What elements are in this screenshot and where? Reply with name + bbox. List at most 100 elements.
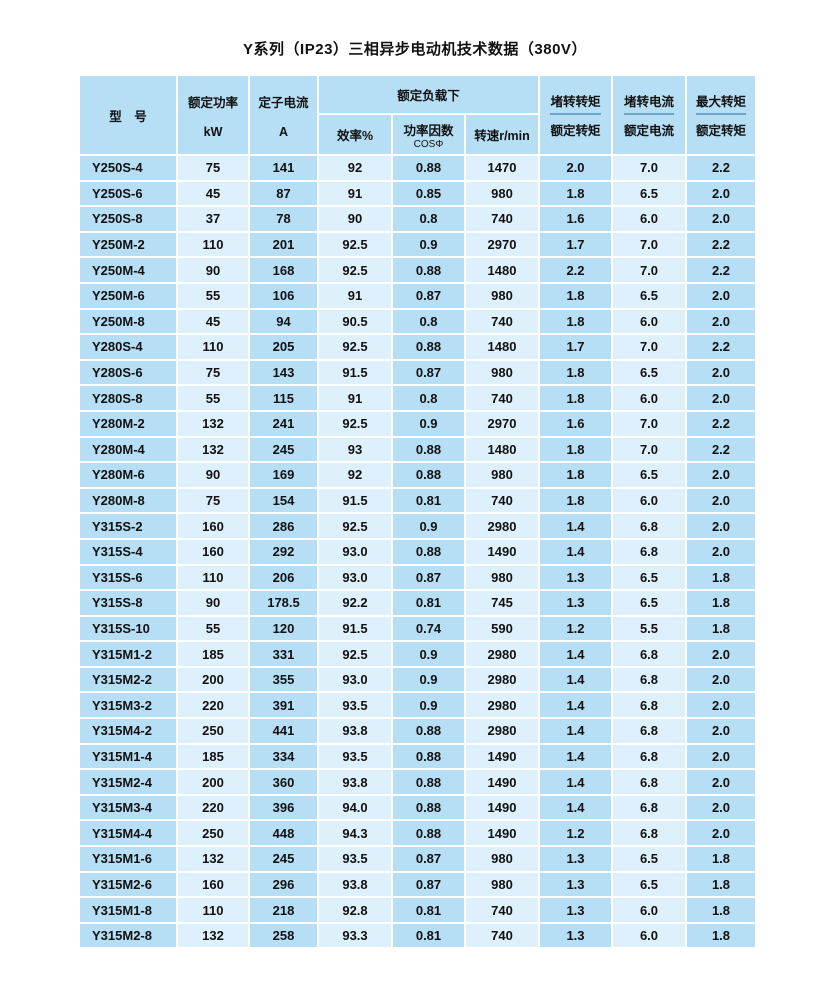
header-power-factor: 功率因数 COSΦ xyxy=(393,115,464,154)
cell-power-factor: 0.8 xyxy=(393,309,464,334)
cell-speed: 980 xyxy=(466,360,538,385)
cell-speed: 1490 xyxy=(466,539,538,564)
cell-locked-current-ratio: 5.5 xyxy=(613,616,685,641)
cell-max-torque-ratio: 2.0 xyxy=(687,642,755,666)
cell-efficiency: 93.0 xyxy=(319,667,391,692)
cell-locked-current-ratio: 6.0 xyxy=(613,488,685,513)
table-row: Y280S-6 75 143 91.5 0.87 980 1.8 6.5 2.0 xyxy=(80,360,755,385)
cell-model: Y250M-8 xyxy=(80,309,176,334)
cell-model: Y280M-4 xyxy=(80,437,176,462)
cell-power: 200 xyxy=(178,667,248,692)
cell-current: 355 xyxy=(250,667,317,692)
table-row: Y315M2-8 132 258 93.3 0.81 740 1.3 6.0 1.8 xyxy=(80,923,755,948)
cell-locked-torque-ratio: 1.4 xyxy=(540,719,611,743)
cell-speed: 740 xyxy=(466,207,538,231)
cell-current: 94 xyxy=(250,309,317,334)
cell-current: 106 xyxy=(250,283,317,308)
cell-speed: 1480 xyxy=(466,258,538,282)
table-row: Y315M2-2 200 355 93.0 0.9 2980 1.4 6.8 2.0 xyxy=(80,667,755,692)
cell-locked-torque-ratio: 1.4 xyxy=(540,539,611,564)
cell-speed: 980 xyxy=(466,463,538,487)
cell-model: Y315M1-6 xyxy=(80,847,176,871)
header-model: 型 号 xyxy=(80,76,176,154)
cell-power-factor: 0.88 xyxy=(393,463,464,487)
cell-efficiency: 91 xyxy=(319,181,391,206)
cell-power-factor: 0.88 xyxy=(393,335,464,359)
cell-efficiency: 92.5 xyxy=(319,514,391,538)
cell-current: 391 xyxy=(250,693,317,718)
cell-speed: 1480 xyxy=(466,437,538,462)
cell-max-torque-ratio: 2.0 xyxy=(687,539,755,564)
table-row: Y315M2-6 160 296 93.8 0.87 980 1.3 6.5 1.8 xyxy=(80,872,755,897)
cell-power-factor: 0.87 xyxy=(393,872,464,897)
cell-locked-torque-ratio: 1.2 xyxy=(540,821,611,846)
cell-max-torque-ratio: 2.2 xyxy=(687,335,755,359)
cell-locked-current-ratio: 6.5 xyxy=(613,463,685,487)
cell-locked-torque-ratio: 1.4 xyxy=(540,795,611,820)
cell-power-factor: 0.88 xyxy=(393,539,464,564)
cell-power: 37 xyxy=(178,207,248,231)
table-row: Y315M1-6 132 245 93.5 0.87 980 1.3 6.5 1.8 xyxy=(80,847,755,871)
cell-max-torque-ratio: 2.0 xyxy=(687,386,755,410)
cell-efficiency: 93.3 xyxy=(319,923,391,948)
table-row: Y250M-6 55 106 91 0.87 980 1.8 6.5 2.0 xyxy=(80,283,755,308)
cell-locked-current-ratio: 6.8 xyxy=(613,821,685,846)
cell-model: Y315M1-8 xyxy=(80,898,176,922)
cell-current: 205 xyxy=(250,335,317,359)
cell-speed: 980 xyxy=(466,847,538,871)
cell-max-torque-ratio: 2.0 xyxy=(687,821,755,846)
cell-speed: 2980 xyxy=(466,719,538,743)
cell-power-factor: 0.88 xyxy=(393,719,464,743)
cell-speed: 1490 xyxy=(466,795,538,820)
cell-max-torque-ratio: 2.0 xyxy=(687,488,755,513)
table-row: Y250M-2 110 201 92.5 0.9 2970 1.7 7.0 2.2 xyxy=(80,232,755,257)
cell-locked-torque-ratio: 1.4 xyxy=(540,744,611,769)
cell-locked-current-ratio: 6.5 xyxy=(613,283,685,308)
cell-model: Y315M1-4 xyxy=(80,744,176,769)
cell-speed: 980 xyxy=(466,283,538,308)
cell-locked-torque-ratio: 1.8 xyxy=(540,181,611,206)
header-speed: 转速r/min xyxy=(466,115,538,154)
cell-model: Y250M-6 xyxy=(80,283,176,308)
cell-speed: 2980 xyxy=(466,514,538,538)
cell-power-factor: 0.88 xyxy=(393,744,464,769)
cell-power-factor: 0.9 xyxy=(393,667,464,692)
cell-power-factor: 0.88 xyxy=(393,156,464,180)
cell-speed: 1490 xyxy=(466,821,538,846)
cell-locked-current-ratio: 6.5 xyxy=(613,360,685,385)
cell-model: Y315S-8 xyxy=(80,591,176,615)
cell-power: 90 xyxy=(178,591,248,615)
cell-locked-current-ratio: 6.5 xyxy=(613,591,685,615)
cell-locked-current-ratio: 6.8 xyxy=(613,770,685,794)
header-current-unit: A xyxy=(278,124,289,139)
cell-locked-current-ratio: 6.8 xyxy=(613,539,685,564)
cell-power: 75 xyxy=(178,488,248,513)
cell-speed: 740 xyxy=(466,386,538,410)
cell-model: Y280S-4 xyxy=(80,335,176,359)
header-rated-load: 额定负载下 xyxy=(319,76,538,113)
cell-power-factor: 0.88 xyxy=(393,795,464,820)
cell-max-torque-ratio: 1.8 xyxy=(687,565,755,590)
cell-speed: 1470 xyxy=(466,156,538,180)
cell-locked-torque-ratio: 1.6 xyxy=(540,411,611,436)
cell-power: 160 xyxy=(178,872,248,897)
cell-power-factor: 0.81 xyxy=(393,923,464,948)
cell-max-torque-ratio: 1.8 xyxy=(687,923,755,948)
cell-efficiency: 91.5 xyxy=(319,488,391,513)
cell-locked-torque-ratio: 1.3 xyxy=(540,565,611,590)
header-max-torque-bottom: 额定转矩 xyxy=(695,124,746,138)
table-row: Y280M-4 132 245 93 0.88 1480 1.8 7.0 2.2 xyxy=(80,437,755,462)
header-max-torque: 最大转矩 额定转矩 xyxy=(687,76,755,154)
cell-efficiency: 93 xyxy=(319,437,391,462)
cell-speed: 2970 xyxy=(466,411,538,436)
cell-max-torque-ratio: 1.8 xyxy=(687,898,755,922)
cell-power: 75 xyxy=(178,360,248,385)
header-power-unit: kW xyxy=(203,124,223,139)
cell-current: 331 xyxy=(250,642,317,666)
cell-model: Y250S-8 xyxy=(80,207,176,231)
cell-locked-current-ratio: 6.0 xyxy=(613,386,685,410)
cell-locked-torque-ratio: 1.4 xyxy=(540,693,611,718)
table-row: Y315M3-4 220 396 94.0 0.88 1490 1.4 6.8 2.0 xyxy=(80,795,755,820)
cell-locked-current-ratio: 6.8 xyxy=(613,719,685,743)
cell-locked-current-ratio: 6.5 xyxy=(613,181,685,206)
